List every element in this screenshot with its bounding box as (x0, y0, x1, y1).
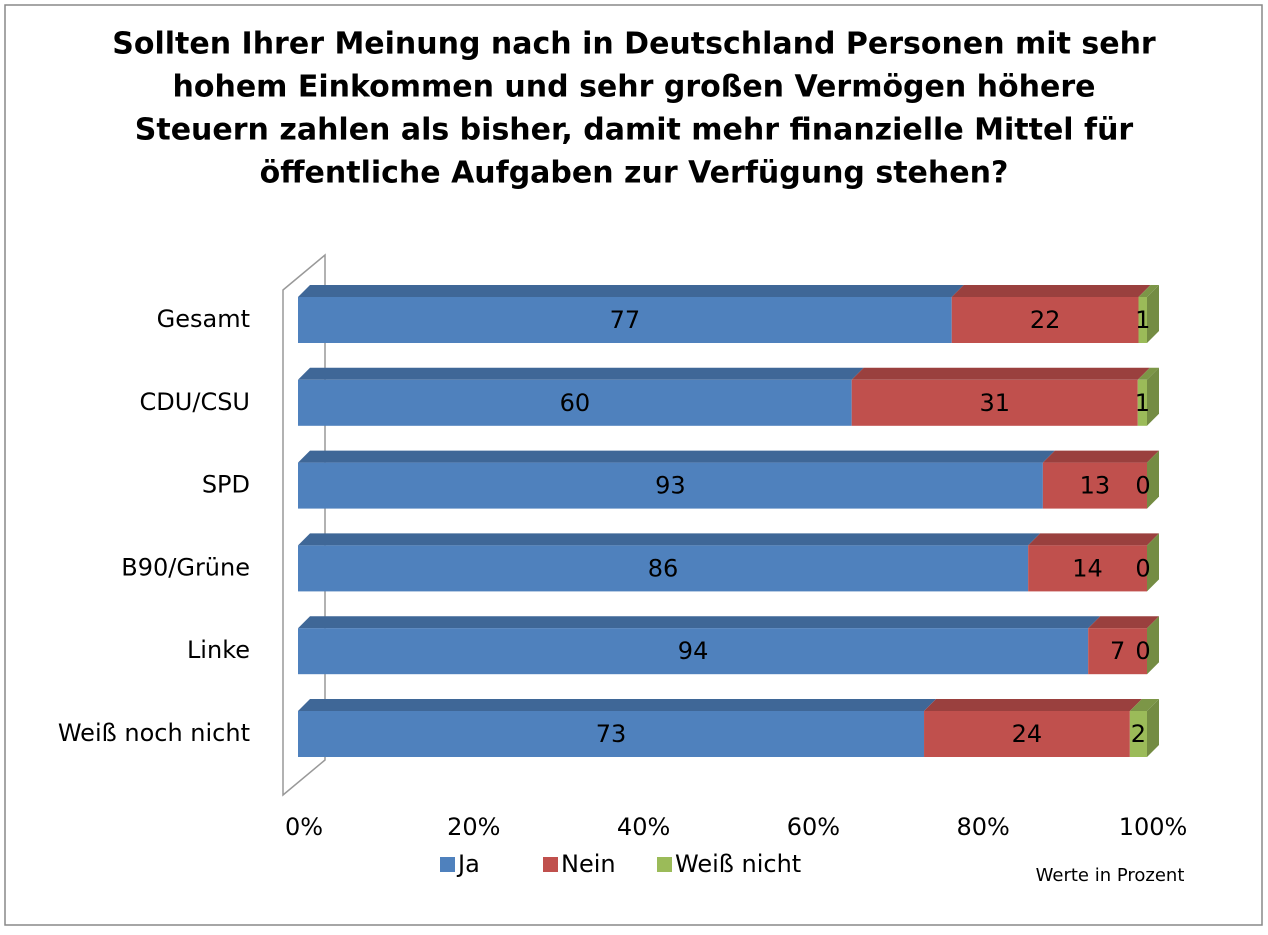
value-label: 94 (678, 637, 709, 665)
value-label: 7 (1110, 637, 1125, 665)
bar (1138, 297, 1147, 343)
chart-title: hohem Einkommen und sehr großen Vermögen… (173, 70, 1096, 105)
bar (298, 628, 1089, 675)
chart-title: öffentliche Aufgaben zur Verfügung stehe… (260, 156, 1009, 191)
value-label: 0 (1135, 472, 1150, 500)
bar (1028, 545, 1147, 592)
bar-top (298, 367, 864, 380)
bar (1042, 462, 1147, 509)
legend-swatch (657, 857, 672, 872)
bar (851, 379, 1138, 426)
x-tick-label: 60% (787, 813, 840, 841)
bar-top (1088, 616, 1159, 629)
x-tick-label: 20% (447, 813, 500, 841)
value-label: 86 (648, 554, 679, 582)
bar-side (1147, 533, 1159, 592)
note: Werte in Prozent (1036, 865, 1185, 886)
chart-title: Steuern zahlen als bisher, damit mehr fi… (135, 113, 1134, 148)
value-label: 22 (1030, 306, 1061, 334)
bar (1137, 379, 1147, 426)
bar-top (298, 533, 1041, 546)
legend-label: Ja (456, 850, 480, 878)
legend-swatch (440, 857, 455, 872)
bar-side (1147, 699, 1159, 757)
legend-label: Weiß nicht (675, 850, 801, 878)
y-tick-label: Linke (187, 636, 250, 664)
bar (298, 545, 1029, 592)
x-tick-label: 40% (617, 813, 670, 841)
value-label: 24 (1012, 720, 1043, 748)
value-label: 2 (1131, 720, 1146, 748)
bar-top (1129, 699, 1159, 711)
y-tick-label: SPD (202, 471, 250, 499)
y-tick-label: B90/Grüne (121, 553, 250, 581)
y-tick-label: Gesamt (157, 305, 250, 333)
bar (1129, 711, 1147, 757)
bar-top (1042, 450, 1159, 463)
bar (298, 379, 852, 426)
legend-label: Nein (561, 850, 616, 878)
bar (951, 297, 1139, 343)
bar (298, 711, 925, 757)
value-label: 1 (1135, 389, 1150, 417)
bar-side (1147, 285, 1159, 343)
value-label: 14 (1072, 554, 1103, 582)
bar-side (1147, 450, 1159, 509)
bar (924, 711, 1130, 757)
x-tick-label: 100% (1119, 813, 1188, 841)
y-tick-label: Weiß noch nicht (58, 719, 250, 747)
bar-top (298, 285, 964, 297)
bar-top (851, 367, 1150, 380)
bar-top (298, 699, 937, 711)
bar-top (1138, 285, 1159, 297)
value-label: 60 (560, 389, 591, 417)
bar-side (1147, 367, 1159, 426)
bar-top (298, 450, 1055, 463)
value-label: 77 (610, 306, 641, 334)
bar-top (1137, 367, 1159, 380)
value-label: 31 (979, 389, 1010, 417)
legend-swatch (543, 857, 558, 872)
bar-top (1028, 533, 1159, 546)
value-label: 0 (1135, 554, 1150, 582)
bar-top (924, 699, 1142, 711)
value-label: 13 (1080, 472, 1111, 500)
value-label: 1 (1135, 306, 1150, 334)
bar (298, 462, 1043, 509)
bar (1088, 628, 1147, 675)
bar-top (298, 616, 1101, 629)
x-tick-label: 0% (285, 813, 323, 841)
value-label: 0 (1135, 637, 1150, 665)
bar (298, 297, 952, 343)
x-tick-label: 80% (957, 813, 1010, 841)
value-label: 93 (655, 472, 686, 500)
bar-side (1147, 616, 1159, 675)
value-label: 73 (596, 720, 627, 748)
bar-top (951, 285, 1151, 297)
y-tick-label: CDU/CSU (140, 388, 250, 416)
chart-title: Sollten Ihrer Meinung nach in Deutschlan… (112, 27, 1156, 62)
